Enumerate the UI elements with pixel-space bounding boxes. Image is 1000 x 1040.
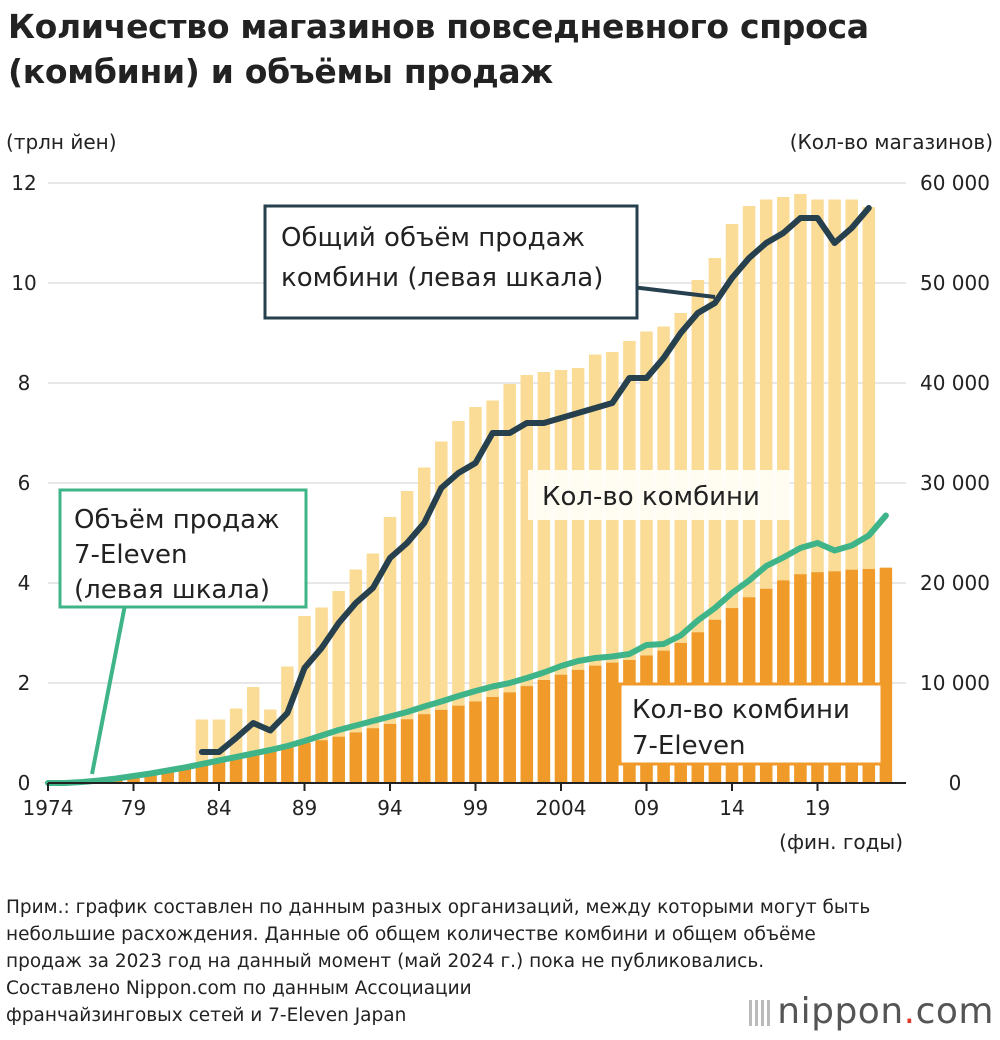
nippon-logo: nippon.com bbox=[749, 991, 994, 1032]
right-tick-label: 60 000 bbox=[920, 171, 990, 195]
bar-seven-eleven-stores bbox=[264, 749, 277, 783]
x-tick-label: 14 bbox=[719, 796, 744, 820]
bar-seven-eleven-stores bbox=[195, 762, 209, 783]
left-tick-label: 12 bbox=[11, 171, 36, 195]
bar-seven-eleven-stores bbox=[212, 760, 226, 783]
bar-seven-eleven-stores bbox=[520, 686, 534, 783]
bar-seven-eleven-stores bbox=[332, 736, 345, 783]
bar-seven-eleven-stores bbox=[452, 705, 465, 783]
bar-total-stores bbox=[349, 569, 363, 783]
bar-seven-eleven-stores bbox=[144, 772, 157, 783]
left-axis-label: (трлн йен) bbox=[6, 130, 117, 154]
x-unit-label: (фин. годы) bbox=[779, 830, 903, 854]
bar-seven-eleven-stores bbox=[315, 740, 328, 783]
callout-text-total-sales: Общий объём продаж bbox=[281, 223, 585, 253]
chart-area: 0 2 4 6 8 10 12 0 10 000 20 000 30 000 40 000 50 000… bbox=[6, 130, 993, 854]
axes: 0 2 4 6 8 10 12 0 10 000 20 000 30 000 40 000 50 000… bbox=[6, 130, 993, 854]
bar-seven-eleven-stores bbox=[281, 746, 294, 783]
callout-text-seven-sales: Объём продаж bbox=[74, 505, 280, 535]
chart-title: Количество магазинов повседневного спрос… bbox=[8, 4, 993, 94]
footnote-line-5: франчайзинговых сетей и 7-Eleven Japan bbox=[6, 1005, 407, 1026]
logo-text: nippon bbox=[777, 991, 904, 1032]
line-total-sales bbox=[198, 205, 872, 755]
left-tick-label: 8 bbox=[18, 371, 31, 395]
footnote: Прим.: график составлен по данным разных… bbox=[6, 894, 996, 1029]
right-tick-label: 30 000 bbox=[920, 471, 990, 495]
right-tick-label: 0 bbox=[949, 771, 962, 795]
bar-seven-eleven-stores bbox=[537, 679, 551, 783]
left-tick-label: 6 bbox=[18, 471, 31, 495]
line-seven-eleven-sales bbox=[45, 512, 889, 786]
bar-seven-eleven-stores bbox=[229, 756, 243, 783]
bar-seven-eleven-stores bbox=[606, 662, 619, 783]
right-tick-label: 20 000 bbox=[920, 571, 990, 595]
left-tick-label: 0 bbox=[18, 771, 31, 795]
x-tick-label: 1974 bbox=[23, 796, 74, 820]
bar-seven-eleven-stores bbox=[486, 696, 499, 783]
bar-seven-eleven-stores bbox=[554, 674, 568, 783]
bar-total-stores bbox=[332, 591, 345, 783]
footnote-line-3: продаж за 2023 год на данный момент (май… bbox=[6, 951, 765, 972]
right-tick-label: 10 000 bbox=[920, 671, 990, 695]
bar-seven-eleven-stores bbox=[571, 669, 585, 783]
bar-seven-eleven-stores bbox=[469, 701, 482, 783]
bar-seven-eleven-stores bbox=[298, 742, 311, 783]
label-box-seven-stores bbox=[618, 682, 884, 766]
logo-bars-icon bbox=[749, 1000, 772, 1026]
callout-text-total-sales: комбини (левая шкала) bbox=[281, 263, 603, 293]
bar-seven-eleven-stores bbox=[383, 723, 397, 783]
bar-seven-eleven-stores bbox=[435, 709, 448, 783]
label-text-seven-stores: 7-Eleven bbox=[632, 731, 745, 761]
chart-title-line-2: (комбини) и объёмы продаж bbox=[8, 52, 553, 91]
bar-seven-eleven-stores bbox=[503, 692, 516, 783]
x-tick-label: 79 bbox=[121, 796, 146, 820]
logo-dot: . bbox=[903, 991, 916, 1032]
callout-box-seven-sales bbox=[58, 488, 308, 609]
left-tick-label: 2 bbox=[18, 671, 31, 695]
x-tick-label: 2004 bbox=[536, 796, 587, 820]
bar-seven-eleven-stores bbox=[588, 665, 602, 783]
callout-text-seven-sales: 7-Eleven bbox=[74, 540, 187, 570]
x-tick-label: 09 bbox=[634, 796, 659, 820]
callout-box-total-sales bbox=[263, 204, 639, 320]
label-bg-total-stores bbox=[528, 470, 790, 520]
bar-seven-eleven-stores bbox=[246, 754, 260, 783]
footnote-line-1: Прим.: график составлен по данным разных… bbox=[6, 897, 871, 918]
right-tick-label: 50 000 bbox=[920, 271, 990, 295]
callout-pointer-seven-sales bbox=[90, 604, 127, 775]
x-tick-label: 94 bbox=[377, 796, 402, 820]
bar-seven-eleven-stores bbox=[400, 719, 414, 783]
right-tick-label: 40 000 bbox=[920, 371, 990, 395]
bar-seven-eleven-stores bbox=[366, 728, 380, 783]
left-tick-label: 4 bbox=[18, 571, 31, 595]
x-tick-label: 19 bbox=[805, 796, 830, 820]
x-tick-label: 99 bbox=[463, 796, 488, 820]
bar-seven-eleven-stores bbox=[349, 732, 363, 783]
right-axis-label: (Кол-во магазинов) bbox=[790, 130, 993, 154]
callout-text-seven-sales: (левая шкала) bbox=[74, 575, 270, 605]
footnote-line-4: Составлено Nippon.com по данным Ассоциац… bbox=[6, 978, 472, 999]
logo-tld: com bbox=[915, 991, 994, 1032]
label-text-total-stores: Кол-во комбини bbox=[542, 482, 760, 512]
chart-title-line-1: Количество магазинов повседневного спрос… bbox=[8, 7, 869, 46]
x-tick-label: 89 bbox=[292, 796, 317, 820]
sales-lines bbox=[45, 205, 889, 786]
left-tick-label: 10 bbox=[11, 271, 36, 295]
x-tick-label: 84 bbox=[206, 796, 231, 820]
footnote-line-2: небольшие расхождения. Данные об общем к… bbox=[6, 924, 816, 945]
bar-seven-eleven-stores bbox=[417, 714, 431, 783]
annotations: Общий объём продаж комбини (левая шкала) К… bbox=[58, 204, 884, 775]
label-text-seven-stores: Кол-во комбини bbox=[632, 695, 850, 725]
bar-total-stores bbox=[366, 553, 380, 783]
